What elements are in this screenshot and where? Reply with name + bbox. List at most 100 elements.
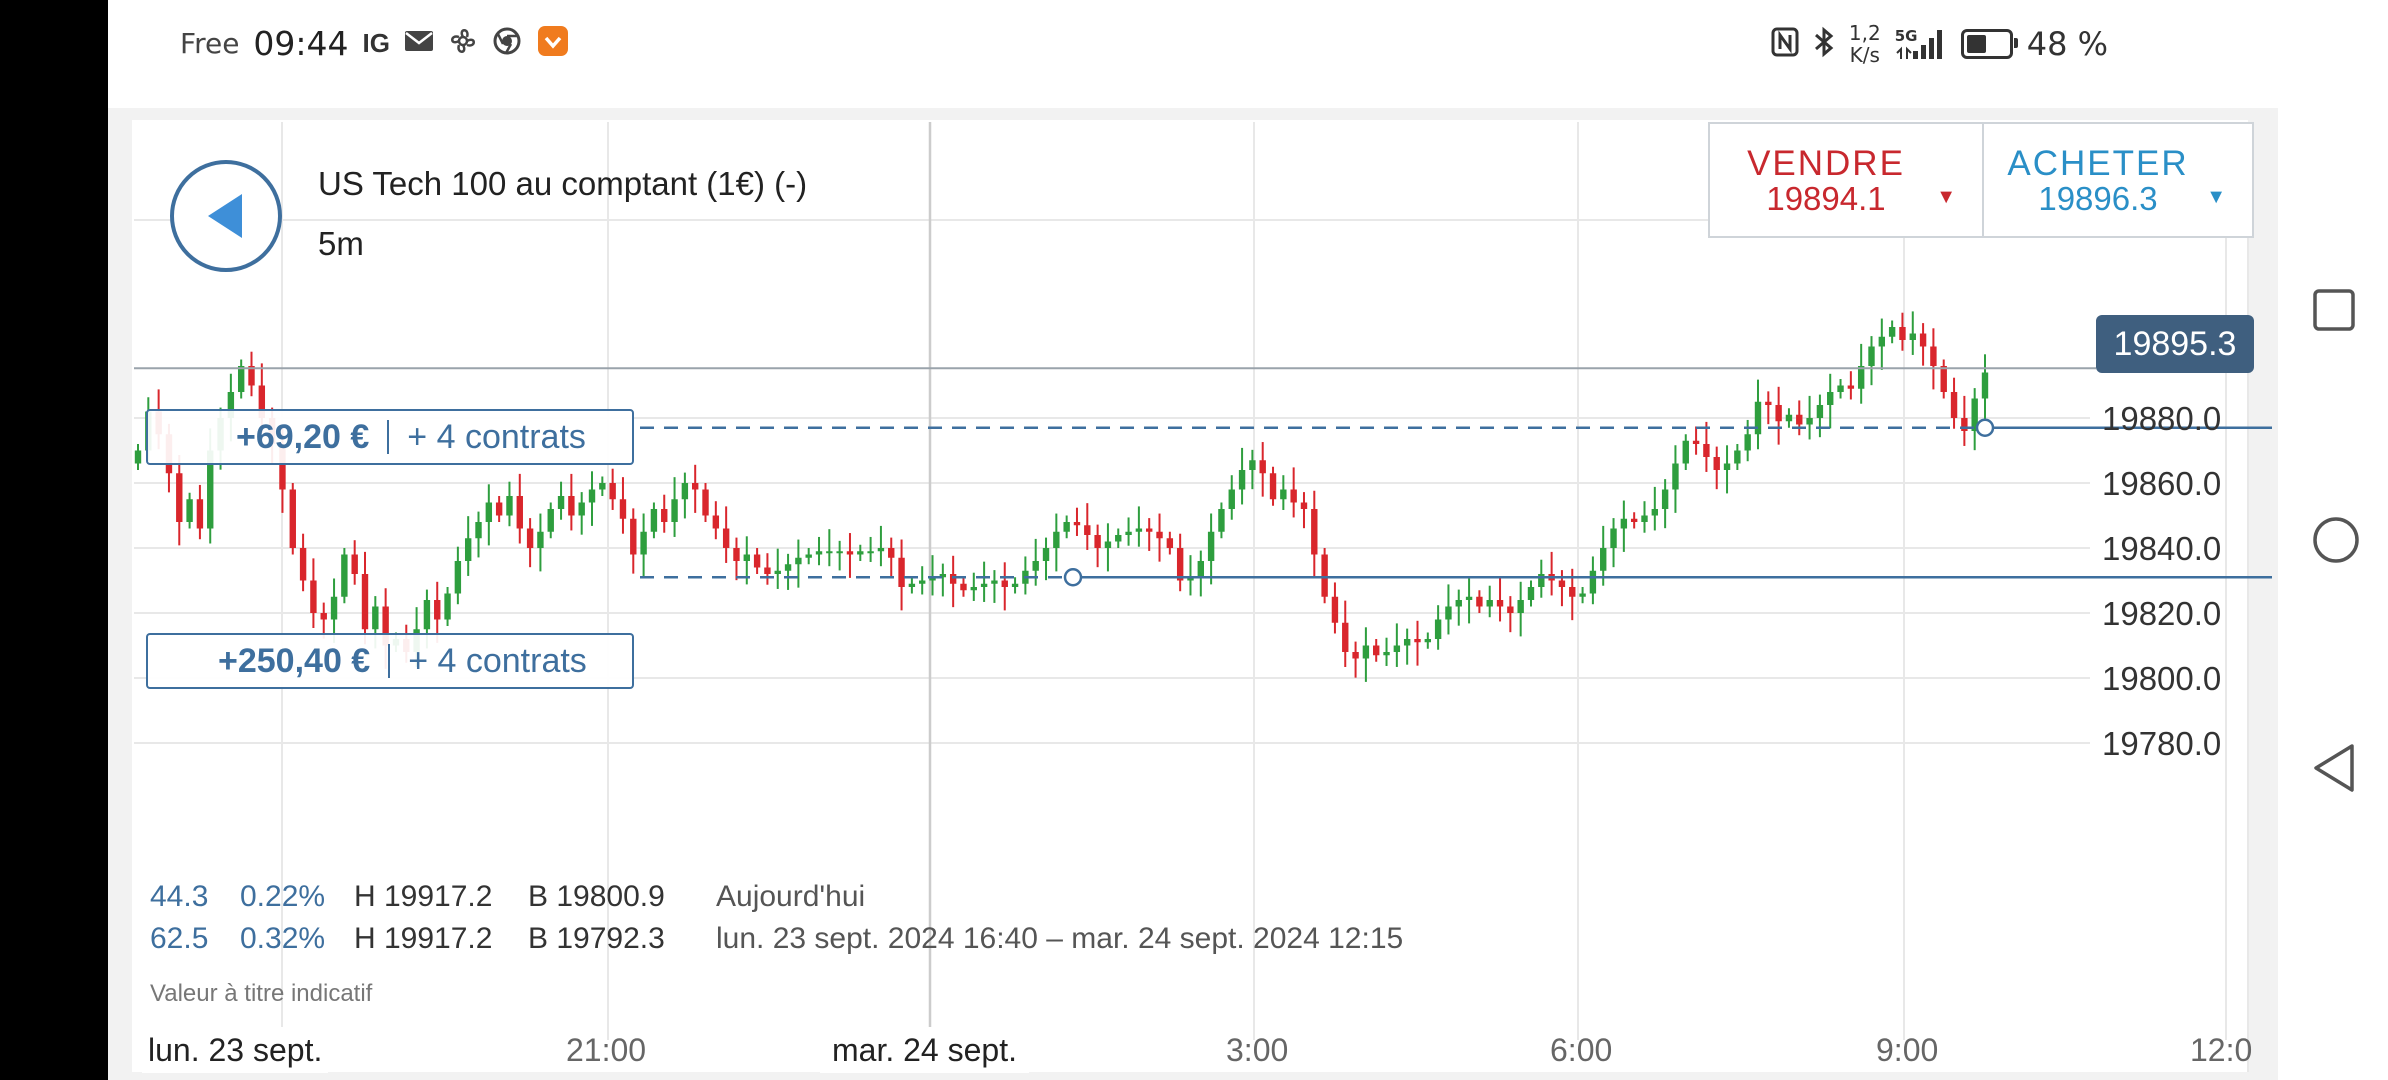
candle-body [588,489,596,503]
position-badge[interactable]: +250,40 € + 4 contrats [146,633,634,689]
low-value: B 19800.9 [528,880,665,913]
back-button[interactable] [170,160,282,272]
y-tick-label: 19800.0 [2102,660,2221,697]
candle [1754,379,1762,450]
system-navigation-bar [2278,0,2388,1080]
shield-app-icon [536,24,570,63]
buy-button[interactable]: ACHETER 19896.3 ▼ [1982,122,2254,238]
candle [1269,466,1277,506]
candle-body [1197,561,1204,578]
candle-body [423,600,431,630]
candle-body [650,509,658,532]
candle-body [1104,541,1112,548]
sell-dropdown-icon[interactable]: ▼ [1936,186,1956,208]
candle [1723,445,1731,494]
candle-body [1796,414,1803,425]
chart-overlays [134,367,2272,587]
candle [1641,501,1648,533]
candle-body [877,548,885,552]
buy-dropdown-icon[interactable]: ▼ [2206,186,2226,208]
candle [970,572,977,601]
candle-body [1806,418,1813,425]
candle [1352,641,1359,678]
candle-body [1600,548,1607,571]
candle-body [568,496,575,516]
candle-body [176,473,183,522]
candle-body [980,583,988,587]
candle [1868,336,1875,386]
x-time-label: 6:00 [1550,1032,1613,1068]
candle [1486,585,1493,618]
candle-body [1703,444,1710,457]
candle [1445,584,1452,635]
candle-body [1166,538,1174,548]
candle [980,561,988,602]
candle [599,476,606,496]
candle [681,472,689,519]
candle [1465,578,1473,624]
chrome-icon [492,26,522,61]
candle-body [1589,570,1597,594]
network-type-label: 5G [1894,27,1918,45]
back-nav-icon[interactable] [2310,742,2358,794]
candle [1600,525,1607,586]
candle-body [1538,574,1545,587]
candle-body [1001,580,1008,587]
recent-apps-icon[interactable] [2310,286,2358,334]
price-chart[interactable]: 19880.0 19860.0 19840.0 19820.0 19800.0 19780… [0,0,2278,1080]
candle-body [310,580,317,613]
candle-body [1321,554,1328,597]
candle [1455,589,1462,626]
candle [1300,492,1308,529]
candle [1971,388,1978,451]
candle [1589,556,1597,605]
candle [908,577,916,594]
candle [341,548,348,604]
candle-body [919,580,926,584]
candle [537,513,544,572]
candle [310,558,317,628]
candle-body [1053,531,1060,548]
candle [898,539,905,611]
candle [733,537,740,581]
candle-body [1878,336,1886,347]
candle-body [382,606,389,646]
candle-body [1940,366,1947,392]
candle-body [960,583,967,591]
candle [1280,475,1287,510]
candle [1104,523,1112,572]
y-tick-label: 19820.0 [2102,595,2221,632]
candle-body [712,515,720,529]
candle-body [1919,333,1927,347]
candle [1156,513,1163,562]
candle [939,563,947,597]
candle-body [1765,401,1772,405]
candle-body [1558,580,1566,587]
home-icon[interactable] [2310,514,2362,566]
position-badge[interactable]: +69,20 € + 4 contrats [146,409,634,465]
chart-panel[interactable] [132,120,2248,1072]
candle-body [1507,606,1514,613]
candle [320,602,327,639]
candle [588,471,596,526]
candle [454,546,462,605]
candle-body [1837,385,1844,392]
x-time-label: 9:00 [1876,1032,1939,1068]
candle [1321,548,1328,604]
candle-body [1744,434,1751,451]
timeframe-label[interactable]: 5m [318,225,364,262]
position-size: + 4 contrats [408,642,587,680]
mail-icon [404,29,434,58]
candle-body [888,548,895,558]
sell-button[interactable]: VENDRE 19894.1 ▼ [1708,122,1984,238]
candle-body [949,574,957,584]
candle [1207,513,1215,585]
candle-body [1146,528,1153,532]
candle [464,516,472,576]
candle-body [733,548,740,561]
candle-body [1971,398,1978,431]
candle-body [1527,587,1535,600]
candle [753,548,761,574]
candle-body [227,392,235,418]
candle [516,473,523,544]
